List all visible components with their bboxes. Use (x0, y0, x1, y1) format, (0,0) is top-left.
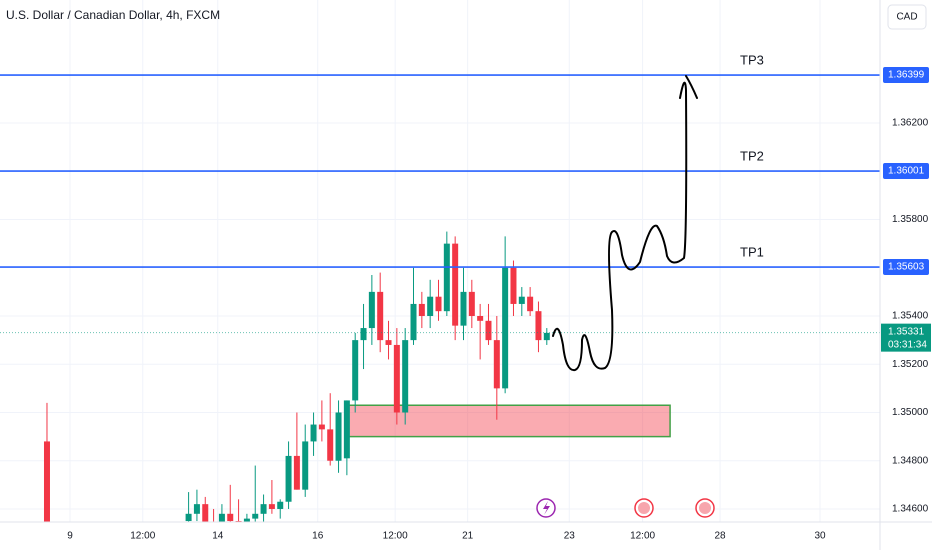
last-price-label: 1.35331 (888, 326, 925, 337)
candle-body (393, 344, 400, 413)
y-tick-label: 1.35000 (892, 407, 929, 418)
candle-body (460, 291, 467, 326)
price-line-label: 1.35603 (888, 262, 925, 273)
price-line-label: 1.36399 (888, 70, 925, 81)
candle-body (268, 504, 275, 509)
candle-body (302, 441, 309, 490)
candle-body (435, 296, 442, 312)
candle-body (343, 400, 350, 459)
candle-body (402, 340, 409, 413)
x-tick-label: 9 (67, 531, 73, 542)
x-tick-label: 21 (462, 531, 474, 542)
x-tick-label: 12:00 (130, 531, 155, 542)
candle-body (43, 441, 50, 522)
currency-label[interactable]: CAD (896, 12, 917, 23)
candle-body (510, 267, 517, 304)
price-line-name: TP3 (740, 52, 764, 67)
candle-body (427, 296, 434, 316)
candle-body (477, 315, 484, 321)
y-tick-label: 1.35800 (892, 214, 929, 225)
hand-drawn-arrow (552, 75, 698, 372)
candle-body (410, 303, 417, 341)
x-tick-label: 23 (564, 531, 576, 542)
candle-body (493, 340, 500, 389)
candle-body (227, 513, 234, 522)
candle-body (543, 332, 550, 341)
axes: 1.34600 1.34800 1.35000 1.35200 1.35400 1.358… (67, 67, 931, 542)
y-tick-label: 1.34800 (892, 455, 929, 466)
candle-body (293, 455, 300, 490)
y-tick-label: 1.35400 (892, 311, 929, 322)
candle-body (218, 513, 225, 522)
candle-body (377, 291, 384, 341)
y-tick-label: 1.36200 (892, 118, 929, 129)
price-line-name: TP2 (740, 148, 764, 163)
x-tick-label: 30 (814, 531, 826, 542)
last-price-tag (881, 323, 931, 352)
x-tick-label: 16 (312, 531, 324, 542)
x-tick-label: 12:00 (630, 531, 655, 542)
candle-body (318, 424, 325, 430)
candle-body (452, 243, 459, 326)
candle-body (260, 504, 267, 514)
candle-body (252, 513, 259, 519)
x-tick-label: 12:00 (383, 531, 408, 542)
grid (0, 0, 880, 522)
candle-body (352, 340, 359, 401)
currency-button[interactable] (887, 4, 927, 30)
candle-body (360, 328, 367, 341)
x-tick-label: 28 (714, 531, 726, 542)
y-tick-label: 1.34600 (892, 504, 929, 515)
candle-body (335, 412, 342, 461)
countdown-label: 03:31:34 (888, 339, 927, 350)
candle-body (518, 296, 525, 304)
candle-body (310, 424, 317, 442)
y-tick-label: 1.35200 (892, 359, 929, 370)
candle-body (277, 501, 284, 509)
event-icons (536, 498, 715, 518)
candle-body (502, 267, 509, 389)
candle-body (418, 303, 425, 316)
chart-title: U.S. Dollar / Canadian Dollar, 4h, FXCM (6, 8, 220, 22)
price-line-name: TP1 (740, 244, 764, 259)
price-line-label: 1.36001 (888, 166, 925, 177)
candle-body (243, 518, 250, 522)
plot-area (0, 74, 880, 522)
candle-body (285, 455, 292, 502)
candle-body (527, 296, 534, 312)
candle-body (535, 311, 542, 341)
candle-body (368, 291, 375, 329)
candle-body (385, 340, 392, 345)
candle-body (443, 243, 450, 312)
price-line-tag (883, 67, 929, 84)
price-line-tag (883, 259, 929, 276)
candle-body (202, 504, 209, 522)
candle-body (327, 429, 334, 461)
candle-body (485, 320, 492, 341)
candle-body (185, 513, 192, 522)
price-line-tag (883, 163, 929, 180)
candle-body (468, 291, 475, 316)
x-tick-label: 14 (212, 531, 224, 542)
candle-body (193, 504, 200, 514)
